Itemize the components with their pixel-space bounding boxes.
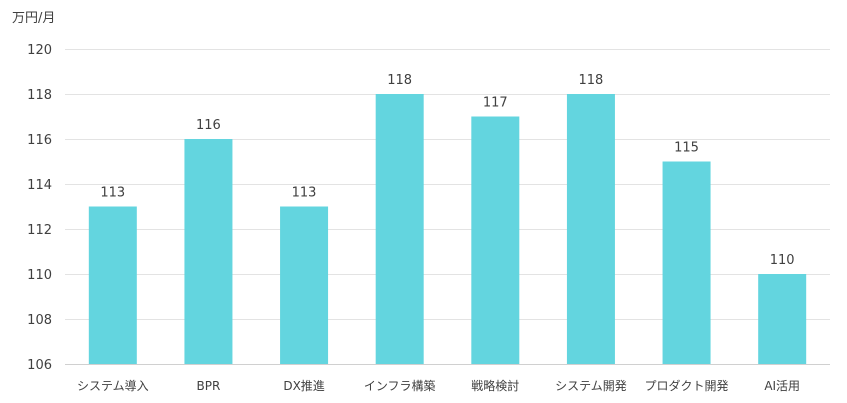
data-label: 118 xyxy=(579,73,604,88)
bars xyxy=(88,94,807,364)
y-tick-label: 118 xyxy=(27,88,52,103)
y-tick-label: 116 xyxy=(27,133,52,148)
data-label: 110 xyxy=(770,253,795,268)
y-axis-ticks: 106 108 110 112 114 116 118 120 xyxy=(27,43,52,373)
data-label: 115 xyxy=(674,141,699,156)
gridlines xyxy=(65,49,830,365)
y-tick-label: 114 xyxy=(27,178,52,193)
x-tick-label: AI活用 xyxy=(764,379,800,393)
data-labels: 113 116 113 118 117 118 115 110 xyxy=(100,73,794,268)
y-axis-unit-label: 万円/月 xyxy=(12,11,55,26)
bar xyxy=(566,94,615,364)
x-tick-label: BPR xyxy=(197,379,221,393)
data-label: 117 xyxy=(483,96,508,111)
x-tick-label: インフラ構築 xyxy=(364,378,436,393)
bar xyxy=(758,274,807,364)
bar xyxy=(88,206,137,364)
bar xyxy=(375,94,424,364)
y-tick-label: 120 xyxy=(27,43,52,58)
y-tick-label: 108 xyxy=(27,313,52,328)
x-tick-label: 戦略検討 xyxy=(471,378,519,393)
x-tick-label: システム導入 xyxy=(77,379,149,393)
x-axis-ticks: システム導入 BPR DX推進 インフラ構築 戦略検討 システム開発 プロダクト開発 AI活用 xyxy=(77,378,800,393)
bar xyxy=(184,139,233,364)
data-label: 116 xyxy=(196,118,221,133)
bar xyxy=(471,116,520,364)
bar xyxy=(280,206,329,364)
data-label: 113 xyxy=(292,186,317,201)
x-tick-label: システム開発 xyxy=(555,379,627,393)
x-tick-label: DX推進 xyxy=(283,379,324,393)
data-label: 118 xyxy=(387,73,412,88)
x-tick-label: プロダクト開発 xyxy=(645,378,729,393)
y-tick-label: 110 xyxy=(27,268,52,283)
y-tick-label: 106 xyxy=(27,358,52,373)
bar xyxy=(662,161,711,364)
data-label: 113 xyxy=(100,186,125,201)
y-tick-label: 112 xyxy=(27,223,52,238)
